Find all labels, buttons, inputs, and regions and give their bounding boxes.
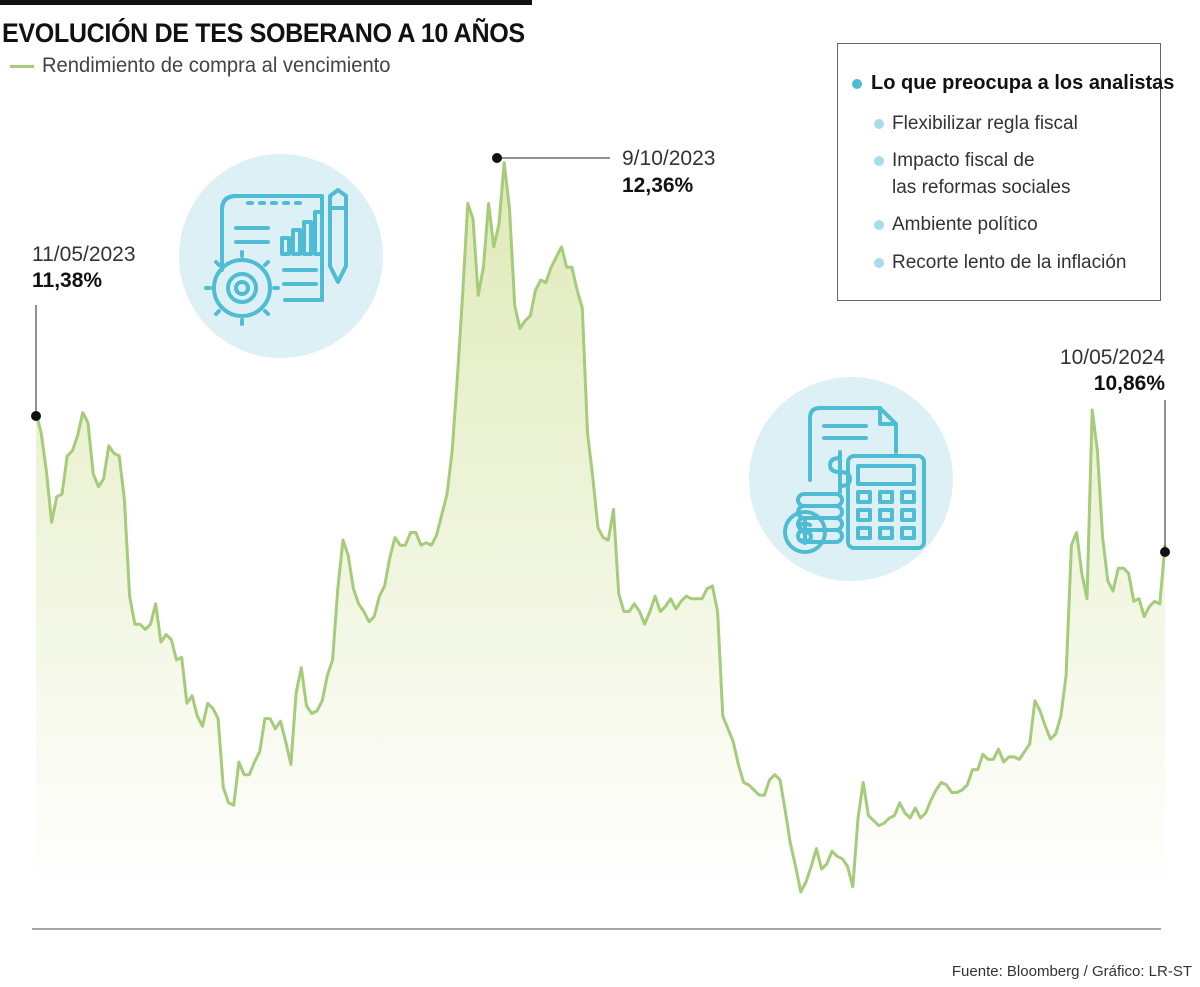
bullet-icon bbox=[874, 156, 884, 166]
legend-label: Rendimiento de compra al vencimiento bbox=[42, 54, 391, 77]
box-item: Impacto fiscal de las reformas sociales bbox=[874, 147, 1070, 201]
annotation-peak-date: 9/10/2023 bbox=[622, 147, 715, 170]
annotation-start: 11/05/2023 11,38% bbox=[31, 243, 136, 421]
bullet-icon bbox=[874, 119, 884, 129]
box-item: Ambiente político bbox=[874, 211, 1038, 238]
series-line bbox=[34, 161, 1167, 894]
source-note: Fuente: Bloomberg / Gráfico: LR-ST bbox=[951, 963, 1192, 980]
box-item: Recorte lento de la inflación bbox=[874, 249, 1126, 276]
box-heading-text: Lo que preocupa a los analistas bbox=[871, 72, 1175, 94]
annotation-start-value: 11,38% bbox=[32, 269, 102, 292]
bullet-icon bbox=[874, 220, 884, 230]
legend: Rendimiento de compra al vencimiento bbox=[10, 54, 405, 78]
box-item-text: Impacto fiscal de las reformas sociales bbox=[892, 150, 1071, 198]
business-report-icon bbox=[179, 154, 383, 358]
annotation-end-value: 10,86% bbox=[1094, 372, 1166, 395]
box-item: Flexibilizar regla fiscal bbox=[874, 110, 1078, 137]
annotation-end-date: 10/05/2024 bbox=[1060, 346, 1165, 369]
bullet-main-icon bbox=[852, 78, 862, 89]
finance-calculator-icon bbox=[749, 377, 953, 581]
annotation-peak: 9/10/2023 12,36% bbox=[492, 147, 715, 197]
box-item-text: Ambiente político bbox=[892, 214, 1038, 235]
box-heading: Lo que preocupa a los analistas bbox=[852, 72, 1174, 95]
box-item-text: Flexibilizar regla fiscal bbox=[892, 113, 1078, 134]
legend-swatch bbox=[10, 64, 34, 68]
box-item-text: Recorte lento de la inflación bbox=[892, 252, 1127, 273]
annotation-peak-value: 12,36% bbox=[622, 174, 694, 197]
annotation-end: 10/05/2024 10,86% bbox=[1060, 346, 1170, 557]
top-rule bbox=[0, 0, 532, 5]
annotation-start-date: 11/05/2023 bbox=[32, 243, 136, 266]
chart-title: EVOLUCIÓN DE TES SOBERANO A 10 AÑOS bbox=[2, 18, 525, 48]
analysts-concerns-box: Lo que preocupa a los analistas Flexibil… bbox=[837, 43, 1174, 301]
bullet-icon bbox=[874, 258, 884, 268]
